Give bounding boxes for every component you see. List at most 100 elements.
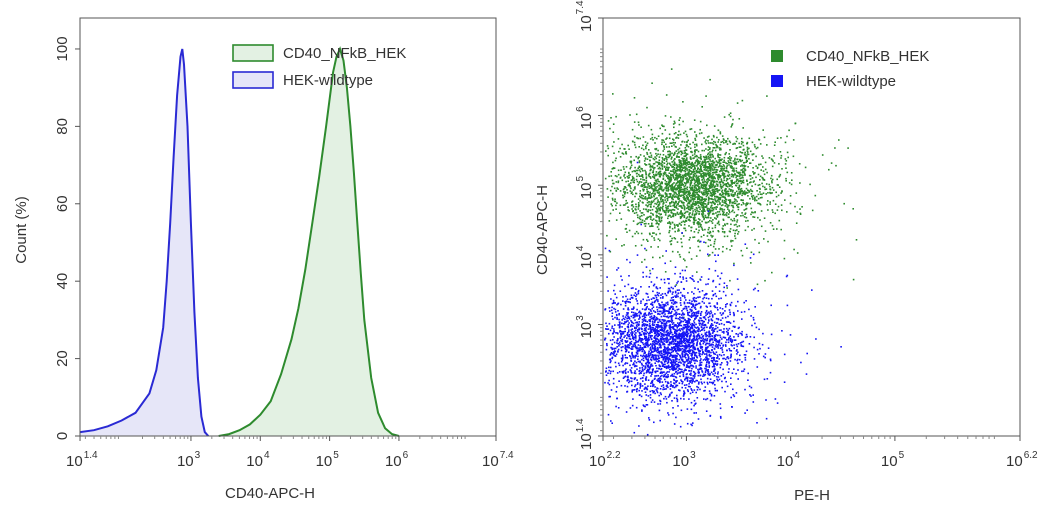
scatter-point bbox=[633, 141, 636, 144]
scatter-series-0 bbox=[604, 68, 858, 319]
scatter-point bbox=[740, 215, 742, 217]
scatter-point bbox=[707, 155, 710, 158]
scatter-point bbox=[699, 208, 701, 210]
scatter-point bbox=[693, 173, 695, 176]
scatter-point bbox=[713, 242, 716, 245]
scatter-point bbox=[629, 364, 631, 367]
scatter-point bbox=[669, 203, 671, 205]
scatter-point bbox=[643, 182, 645, 185]
scatter-point bbox=[732, 388, 734, 391]
scatter-point bbox=[698, 322, 700, 324]
scatter-point bbox=[632, 345, 635, 348]
scatter-point bbox=[679, 162, 682, 164]
scatter-point bbox=[762, 170, 765, 172]
scatter-point bbox=[686, 197, 688, 199]
scatter-point bbox=[656, 137, 658, 140]
scatter-point bbox=[728, 209, 730, 212]
scatter-point bbox=[705, 356, 707, 359]
scatter-point bbox=[683, 208, 686, 211]
scatter-point bbox=[688, 251, 690, 254]
scatter-point bbox=[722, 138, 725, 140]
scatter-point bbox=[654, 188, 656, 191]
scatter-point bbox=[684, 169, 687, 171]
scatter-point bbox=[664, 271, 667, 273]
scatter-point bbox=[725, 345, 727, 347]
scatter-point bbox=[621, 322, 623, 325]
scatter-point bbox=[606, 343, 608, 345]
scatter-point bbox=[672, 386, 674, 388]
scatter-point bbox=[685, 182, 688, 184]
scatter-point bbox=[641, 338, 643, 340]
scatter-point bbox=[651, 224, 653, 226]
scatter-point bbox=[674, 191, 677, 194]
scatter-point bbox=[708, 156, 710, 159]
scatter-point bbox=[721, 135, 724, 137]
scatter-point bbox=[653, 239, 656, 241]
scatter-point bbox=[713, 240, 716, 243]
scatter-point bbox=[778, 186, 781, 188]
scatter-point bbox=[717, 129, 720, 132]
scatter-point bbox=[649, 335, 652, 338]
scatter-point bbox=[632, 210, 634, 213]
scatter-point bbox=[612, 332, 614, 335]
scatter-point bbox=[659, 392, 662, 394]
scatter-point bbox=[614, 316, 616, 319]
scatter-point bbox=[716, 214, 718, 217]
x-tick-label-base: 10 bbox=[246, 453, 263, 470]
scatter-point bbox=[692, 339, 694, 342]
scatter-point bbox=[661, 216, 663, 219]
scatter-point bbox=[651, 399, 654, 401]
scatter-point bbox=[834, 147, 836, 149]
scatter-point bbox=[705, 187, 708, 189]
scatter-point bbox=[661, 160, 663, 162]
scatter-point bbox=[722, 373, 725, 376]
scatter-point bbox=[665, 169, 667, 172]
scatter-point bbox=[649, 152, 652, 154]
scatter-point bbox=[664, 338, 666, 340]
histogram-fill-1 bbox=[80, 49, 209, 436]
scatter-point bbox=[706, 194, 709, 196]
scatter-point bbox=[640, 362, 643, 365]
scatter-point bbox=[655, 203, 658, 205]
scatter-point bbox=[670, 326, 673, 329]
scatter-point bbox=[649, 166, 651, 168]
scatter-point bbox=[635, 169, 638, 172]
scatter-point bbox=[630, 370, 632, 372]
scatter-point bbox=[760, 169, 762, 171]
scatter-point bbox=[719, 143, 722, 146]
scatter-point bbox=[785, 275, 788, 278]
scatter-point bbox=[646, 238, 648, 241]
scatter-point bbox=[681, 207, 684, 209]
scatter-point bbox=[739, 332, 741, 335]
scatter-point bbox=[771, 224, 774, 227]
scatter-point bbox=[685, 164, 688, 167]
scatter-point bbox=[612, 209, 614, 211]
scatter-point bbox=[707, 170, 709, 172]
scatter-point bbox=[702, 198, 704, 201]
scatter-point bbox=[705, 95, 707, 97]
scatter-point bbox=[646, 106, 648, 109]
scatter-point bbox=[659, 310, 661, 313]
scatter-point bbox=[746, 247, 748, 249]
scatter-point bbox=[698, 198, 701, 200]
scatter-point bbox=[690, 423, 692, 426]
scatter-point bbox=[730, 194, 733, 197]
scatter-point bbox=[688, 175, 690, 177]
scatter-point bbox=[686, 340, 689, 342]
scatter-point bbox=[693, 335, 696, 338]
scatter-point bbox=[638, 372, 641, 375]
scatter-point bbox=[706, 177, 709, 180]
scatter-point bbox=[657, 161, 660, 164]
scatter-point bbox=[690, 176, 693, 179]
scatter-point bbox=[717, 254, 719, 256]
scatter-point bbox=[647, 240, 649, 242]
scatter-point bbox=[717, 230, 720, 233]
scatter-point bbox=[700, 311, 703, 313]
scatter-point bbox=[685, 174, 687, 176]
scatter-point bbox=[786, 304, 789, 307]
scatter-point bbox=[722, 336, 725, 339]
scatter-point bbox=[646, 153, 649, 156]
scatter-point bbox=[708, 311, 710, 313]
scatter-point bbox=[716, 330, 719, 333]
scatter-point bbox=[680, 164, 683, 167]
